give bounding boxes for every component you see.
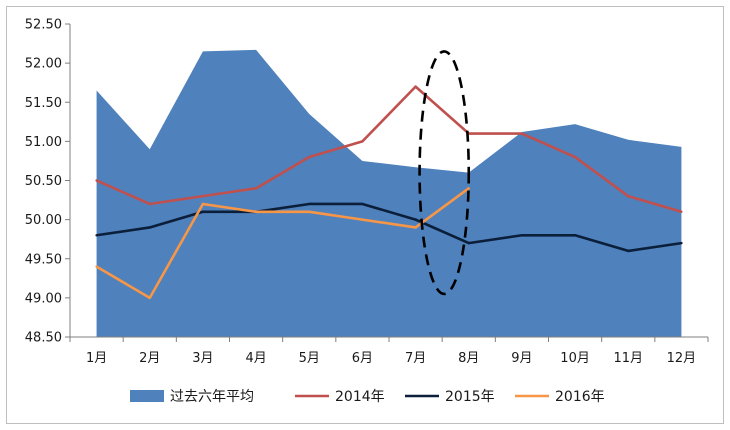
data-point [361, 218, 364, 221]
y-tick-label: 49.00 [25, 291, 62, 306]
annotation-ellipse [418, 50, 471, 296]
legend-label: 2014年 [335, 389, 385, 405]
line-series-2 [96, 202, 682, 253]
line-series-3 [95, 187, 470, 300]
data-point [627, 249, 630, 253]
data-point [308, 210, 311, 213]
data-point [148, 202, 151, 206]
data-point [680, 241, 683, 245]
data-point [254, 187, 258, 190]
data-point [201, 202, 205, 206]
data-point [467, 241, 470, 245]
data-point [467, 187, 470, 190]
data-point [520, 234, 524, 237]
y-tick-label: 51.00 [25, 135, 62, 150]
y-tick-label: 48.50 [25, 331, 62, 346]
legend-label: 2016年 [555, 389, 605, 405]
data-point [627, 194, 630, 198]
x-tick-label: 5月 [299, 351, 320, 366]
data-point [361, 140, 364, 143]
y-tick-label: 51.50 [25, 96, 62, 111]
data-point [414, 85, 417, 88]
area-series-0 [96, 49, 682, 337]
data-point [95, 265, 98, 268]
data-point [201, 194, 205, 198]
x-tick-label: 9月 [511, 351, 532, 366]
legend-label: 2015年 [445, 389, 495, 405]
legend-label: 过去六年平均 [170, 389, 254, 405]
data-point [573, 155, 577, 159]
x-tick-label: 6月 [352, 351, 373, 366]
y-tick-label: 50.00 [25, 213, 62, 228]
x-tick-label: 1月 [86, 351, 107, 366]
y-tick-label: 52.50 [25, 18, 62, 33]
line-series-1 [96, 85, 682, 214]
x-tick-label: 10月 [560, 351, 590, 366]
legend-swatch [130, 390, 164, 402]
data-point [520, 132, 524, 135]
x-tick-label: 2月 [139, 351, 160, 366]
x-tick-label: 4月 [245, 351, 266, 366]
data-point [680, 210, 683, 213]
data-point [573, 234, 577, 237]
data-point [95, 234, 98, 237]
x-tick-label: 11月 [613, 351, 643, 366]
x-tick-label: 8月 [458, 351, 479, 366]
plot-area: 48.50 49.00 49.50 50.00 50.50 51.00 51.50 52.00… [25, 18, 709, 366]
x-tick-label: 12月 [667, 351, 697, 366]
data-point [308, 155, 311, 159]
data-point [361, 202, 364, 206]
data-point [95, 179, 98, 182]
x-tick-label: 7月 [405, 351, 426, 366]
data-point [254, 210, 258, 213]
data-point [308, 202, 311, 206]
y-tick-label: 52.00 [25, 57, 62, 72]
y-tick-label: 49.50 [25, 252, 62, 267]
data-point [148, 226, 151, 229]
data-point [414, 226, 417, 229]
y-tick-label: 50.50 [25, 174, 62, 189]
data-point [201, 210, 205, 213]
data-point [414, 218, 417, 221]
x-tick-label: 3月 [192, 351, 213, 366]
data-point [148, 296, 151, 300]
legend: 过去六年平均 2014年 2015年 2016年 [130, 389, 605, 405]
